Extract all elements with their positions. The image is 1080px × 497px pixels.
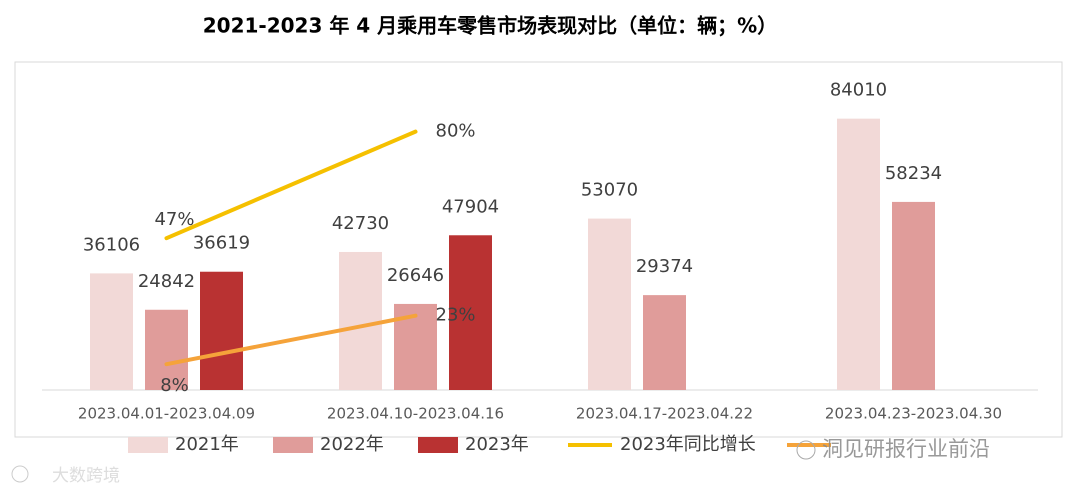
data-label: 24842 — [138, 271, 195, 292]
data-label: 23% — [436, 305, 476, 326]
bar — [837, 118, 880, 390]
data-label: 26646 — [387, 265, 444, 286]
data-label: 53070 — [581, 180, 638, 201]
data-label: 36619 — [193, 233, 250, 254]
legend-label: 2021年 — [175, 434, 239, 455]
legend-swatch — [418, 437, 458, 453]
x-tick-label: 2023.04.01-2023.04.09 — [78, 405, 255, 423]
legend-label: 2022年 — [320, 434, 384, 455]
data-label: 84010 — [830, 80, 887, 101]
legend-label: 2023年 — [465, 434, 529, 455]
bar — [892, 201, 935, 390]
data-label: 80% — [436, 121, 476, 142]
watermark-icon — [11, 465, 29, 483]
bar — [449, 235, 492, 390]
legend-swatch — [128, 437, 168, 453]
legend-label: 2023年同比增长 — [620, 434, 756, 455]
data-label: 58234 — [885, 163, 942, 184]
line — [164, 129, 418, 241]
bar — [200, 271, 243, 390]
x-tick-label: 2023.04.23-2023.04.30 — [825, 405, 1002, 423]
data-label: 36106 — [83, 234, 140, 255]
data-label: 8% — [160, 375, 189, 396]
chart-title: 2021-2023 年 4 月乘用车零售市场表现对比（单位：辆；%） — [203, 14, 777, 38]
line — [164, 313, 418, 367]
plot-frame — [14, 61, 1063, 438]
watermark: 大数跨境 — [52, 466, 120, 486]
data-label: 42730 — [332, 213, 389, 234]
watermark-icon — [796, 440, 816, 460]
x-tick-label: 2023.04.10-2023.04.16 — [327, 405, 504, 423]
bar — [588, 218, 631, 390]
bar — [339, 251, 382, 390]
data-label: 47% — [154, 209, 194, 230]
bar — [643, 295, 686, 390]
legend-swatch — [273, 437, 313, 453]
data-label: 29374 — [636, 256, 693, 277]
watermark: 洞见研报行业前沿 — [822, 437, 990, 461]
bar — [145, 309, 188, 390]
data-label: 47904 — [442, 196, 499, 217]
bar — [90, 273, 133, 390]
x-tick-label: 2023.04.17-2023.04.22 — [576, 405, 753, 423]
